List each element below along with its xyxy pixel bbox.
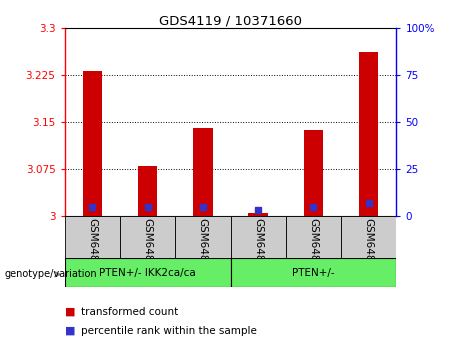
Bar <box>83 71 102 216</box>
Bar <box>65 258 230 287</box>
Title: GDS4119 / 10371660: GDS4119 / 10371660 <box>159 14 302 27</box>
Bar <box>248 213 268 216</box>
Text: GSM648300: GSM648300 <box>364 218 374 281</box>
Bar <box>304 130 323 216</box>
Text: transformed count: transformed count <box>81 307 178 316</box>
Text: GSM648298: GSM648298 <box>253 218 263 281</box>
Bar <box>230 216 286 258</box>
Bar <box>359 52 378 216</box>
Text: ■: ■ <box>65 326 75 336</box>
Text: PTEN+/- IKK2ca/ca: PTEN+/- IKK2ca/ca <box>99 268 196 278</box>
Text: ■: ■ <box>65 307 75 316</box>
Bar <box>286 216 341 258</box>
Text: PTEN+/-: PTEN+/- <box>292 268 335 278</box>
Text: GSM648296: GSM648296 <box>142 218 153 281</box>
Bar <box>230 258 396 287</box>
Text: genotype/variation: genotype/variation <box>5 269 97 279</box>
Bar <box>341 216 396 258</box>
Text: GSM648295: GSM648295 <box>87 218 97 281</box>
Bar <box>175 216 230 258</box>
Text: percentile rank within the sample: percentile rank within the sample <box>81 326 257 336</box>
Bar <box>193 129 213 216</box>
Text: GSM648297: GSM648297 <box>198 218 208 281</box>
Bar <box>138 166 157 216</box>
Text: GSM648299: GSM648299 <box>308 218 319 281</box>
Bar <box>65 216 120 258</box>
Bar <box>120 216 175 258</box>
